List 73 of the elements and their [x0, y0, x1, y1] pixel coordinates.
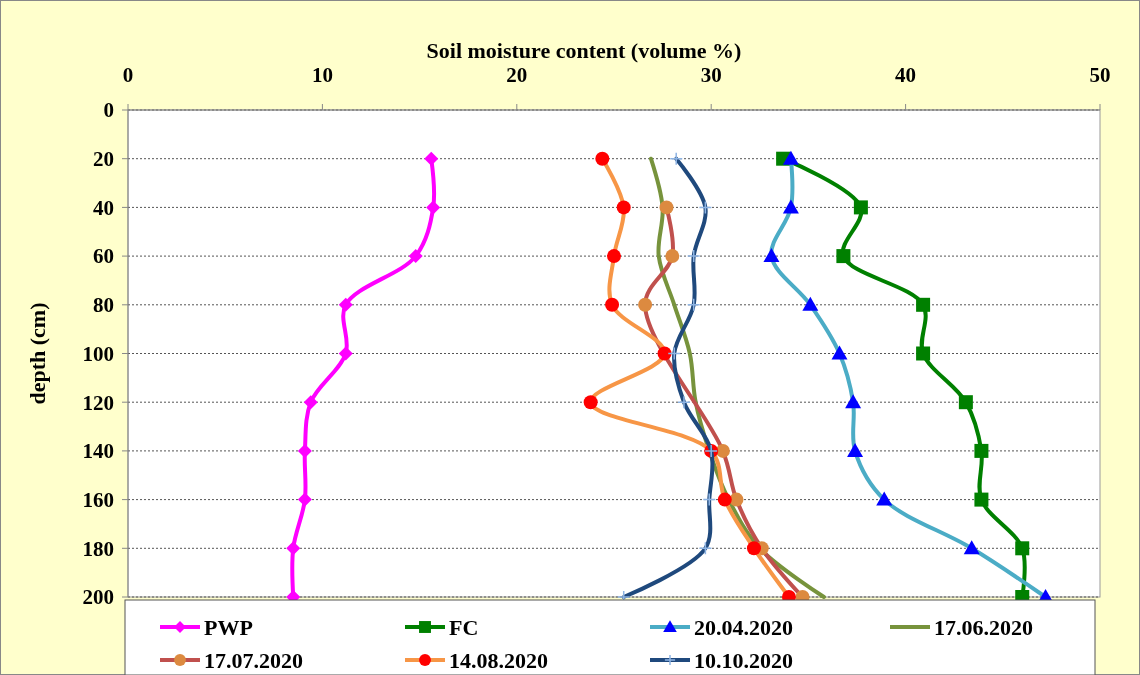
point	[831, 345, 848, 360]
legend-label: 17.07.2020	[204, 647, 303, 673]
y-tick-label: 20	[93, 147, 114, 172]
y-tick-label: 40	[93, 195, 114, 220]
point	[638, 297, 653, 312]
y-tick-label: 0	[103, 98, 114, 123]
point	[286, 541, 301, 556]
point	[974, 443, 989, 458]
point	[605, 297, 620, 312]
point	[338, 346, 353, 361]
point	[845, 394, 862, 409]
point	[665, 249, 680, 264]
point	[702, 492, 717, 507]
y-tick-label: 80	[93, 293, 114, 318]
point	[763, 248, 780, 263]
y-tick-label: 160	[82, 487, 114, 512]
point	[782, 150, 799, 165]
point	[698, 200, 713, 215]
point	[916, 346, 931, 361]
legend-label: 10.10.2020	[694, 647, 793, 673]
point	[607, 249, 621, 264]
legend-label: 20.04.2020	[694, 614, 793, 640]
point	[657, 346, 672, 361]
point	[782, 199, 799, 214]
point	[1015, 541, 1030, 556]
y-tick-label: 120	[82, 390, 114, 415]
y-tick-label: 140	[82, 439, 114, 464]
point	[616, 200, 631, 215]
point	[297, 492, 312, 507]
point	[677, 395, 691, 409]
point	[426, 200, 441, 215]
point	[659, 200, 674, 215]
legend-label: 17.06.2020	[934, 614, 1033, 640]
point	[667, 346, 682, 361]
point	[698, 541, 713, 556]
point	[836, 249, 851, 264]
point	[669, 151, 683, 166]
x-axis-title: Soil moisture content (volume %)	[426, 38, 742, 63]
point	[746, 541, 761, 556]
point	[595, 151, 610, 166]
point	[916, 297, 931, 312]
point	[847, 442, 864, 457]
point	[876, 491, 893, 506]
legend-label: FC	[449, 614, 479, 640]
x-tick-label: 40	[895, 63, 917, 87]
point	[853, 200, 868, 215]
x-tick-label: 50	[1089, 63, 1111, 87]
y-tick-label: 60	[93, 244, 114, 269]
point	[408, 249, 423, 264]
y-tick-label: 200	[82, 585, 114, 610]
point	[715, 443, 730, 458]
y-tick-label: 100	[82, 341, 114, 366]
point	[686, 249, 701, 263]
point	[802, 296, 819, 311]
point	[424, 151, 439, 166]
point	[958, 395, 973, 410]
point	[729, 492, 744, 507]
x-tick-label: 30	[700, 63, 722, 87]
legend-label: 14.08.2020	[449, 647, 548, 673]
x-tick-label: 0	[122, 63, 134, 87]
legend-label: PWP	[204, 614, 253, 640]
point	[717, 492, 732, 507]
point	[303, 395, 318, 410]
point	[297, 443, 312, 458]
x-tick-label: 20	[506, 63, 528, 87]
point	[974, 492, 989, 507]
point	[583, 395, 598, 410]
point	[686, 298, 701, 312]
point	[338, 297, 353, 312]
point	[963, 540, 980, 555]
y-axis-title: depth (cm)	[25, 302, 50, 405]
x-tick-label: 10	[311, 63, 333, 87]
y-tick-label: 180	[82, 536, 114, 561]
